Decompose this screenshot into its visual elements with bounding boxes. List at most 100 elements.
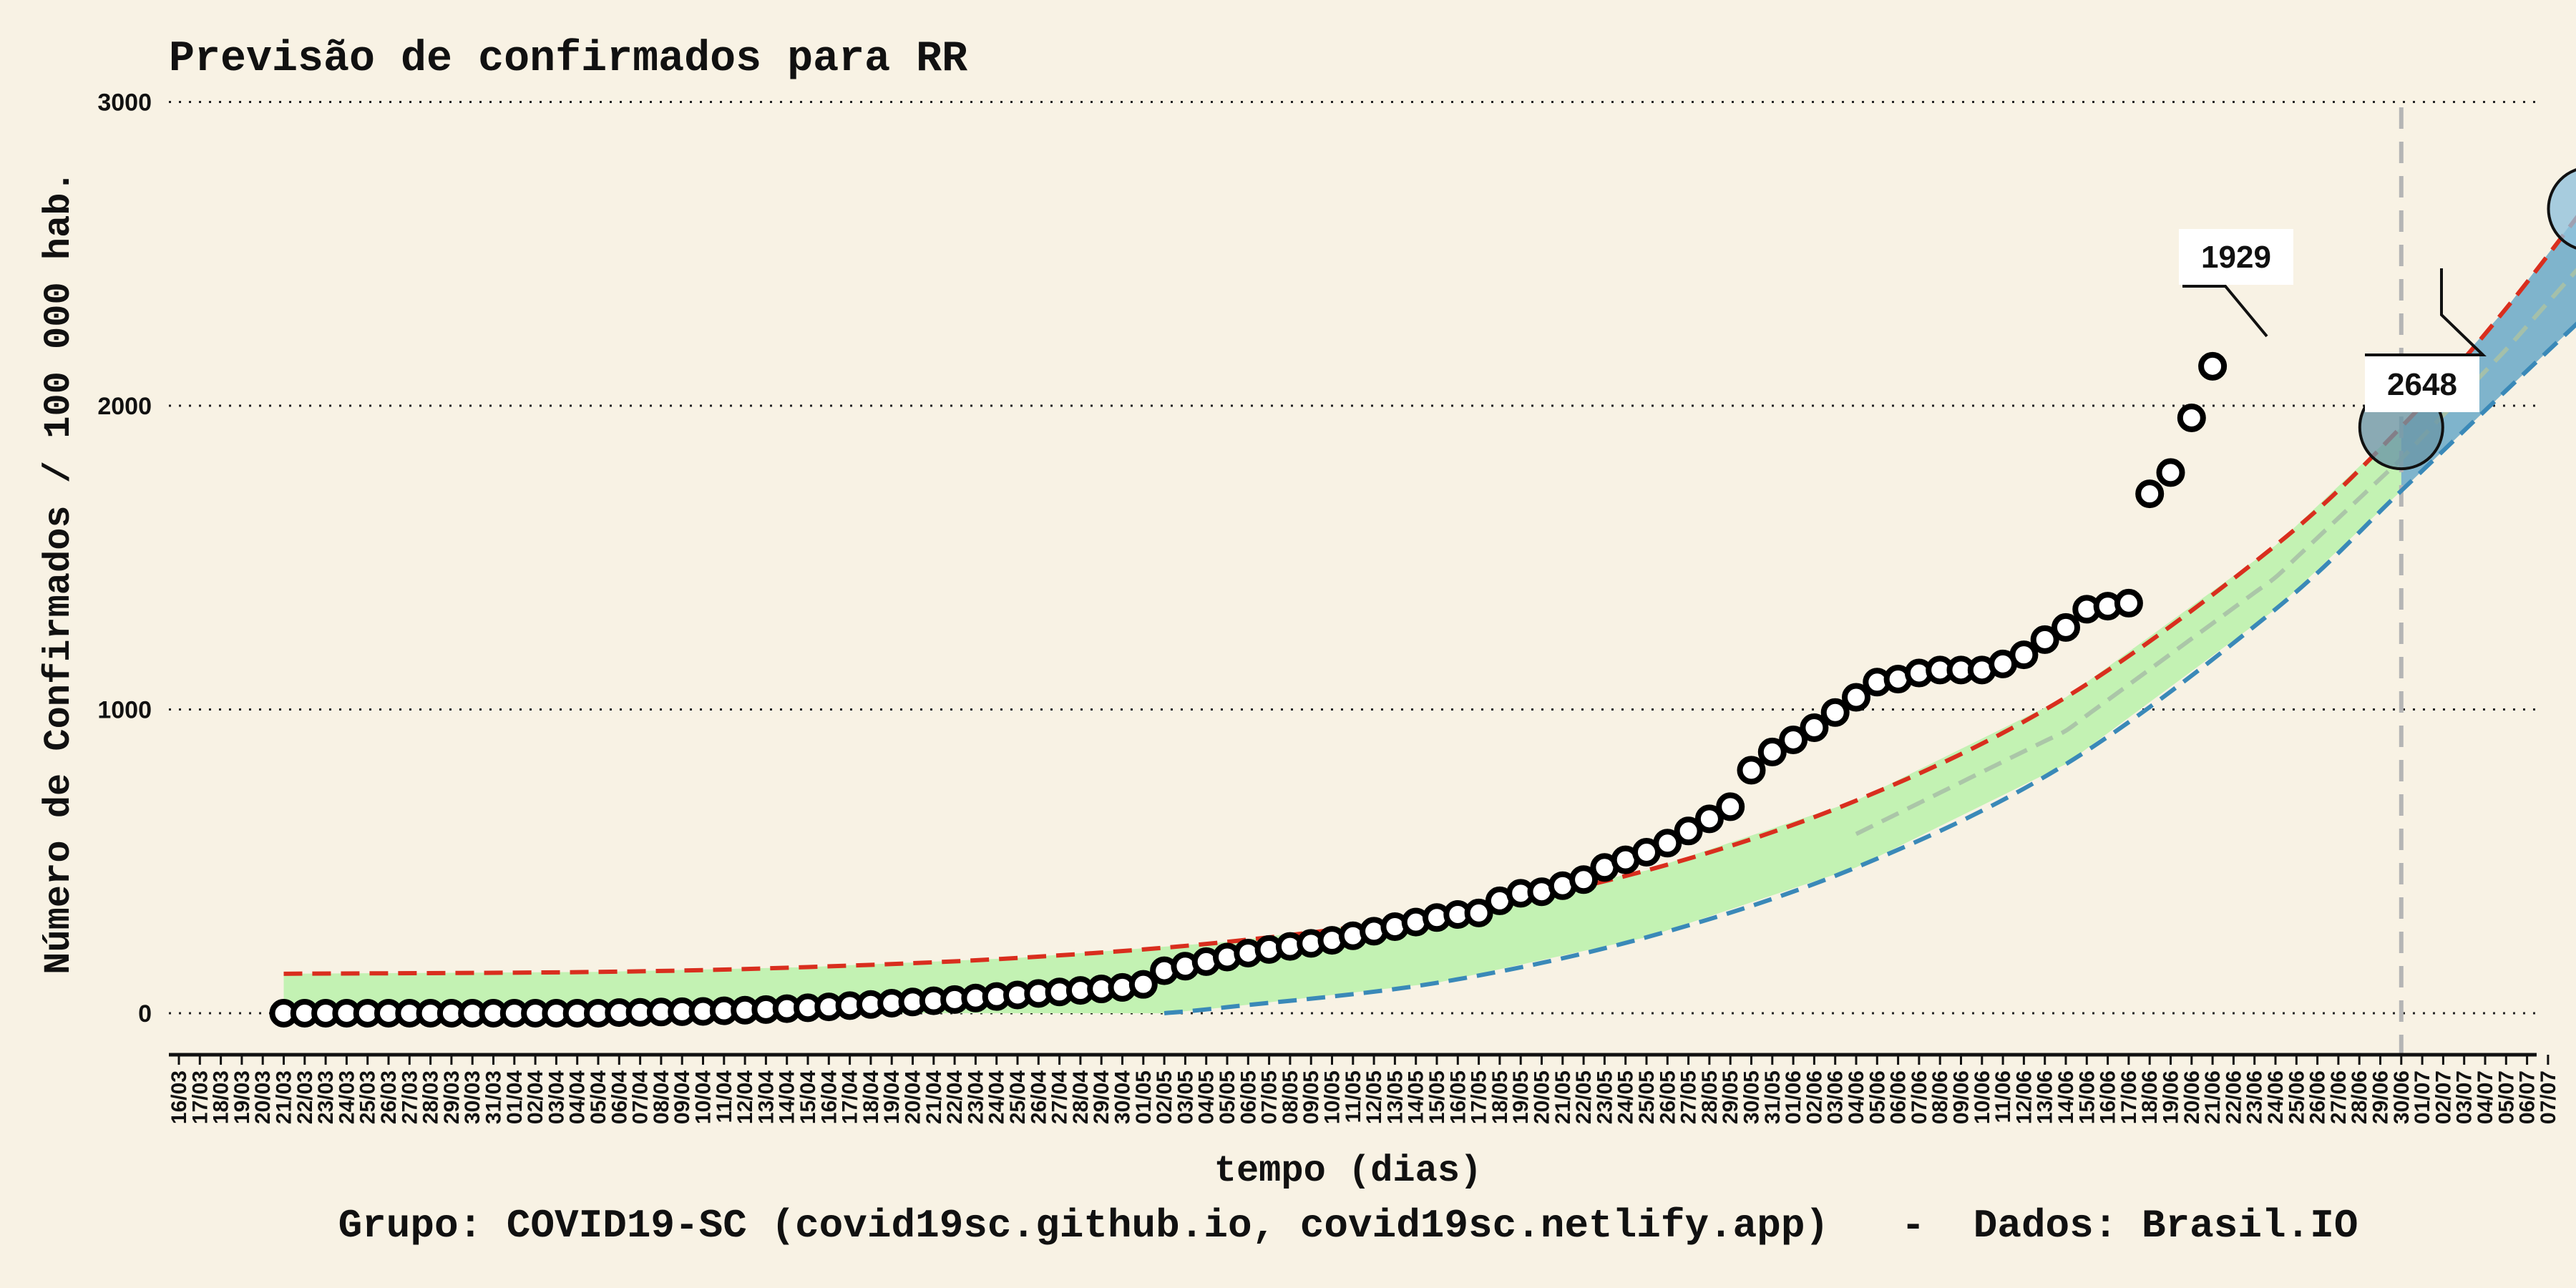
x-tick-label: 20/04	[902, 1070, 925, 1124]
y-tick-label: 0	[138, 1000, 152, 1028]
x-tick-label: 17/05	[1468, 1070, 1491, 1124]
forecast-marker	[2547, 168, 2576, 250]
x-tick-label: 24/04	[985, 1070, 1009, 1124]
x-tick-label: 03/05	[1174, 1070, 1197, 1124]
x-tick-label: 02/04	[524, 1070, 547, 1124]
x-tick-label: 13/05	[1383, 1070, 1407, 1124]
observed-point	[1779, 725, 1808, 754]
x-tick-label: 24/03	[335, 1070, 358, 1124]
y-axis-title: Número de Confirmados / 100 000 hab.	[38, 170, 80, 974]
value-label: 1929	[2201, 240, 2271, 275]
x-tick-label: 26/06	[2306, 1070, 2330, 1124]
observed-point	[1569, 865, 1599, 894]
x-tick-label: 18/05	[1488, 1070, 1512, 1124]
value-label-box	[2179, 229, 2293, 285]
forecast-curves	[283, 215, 2576, 1015]
observed-point	[2177, 403, 2206, 432]
x-tick-label: 17/03	[188, 1070, 212, 1124]
x-tick-label: 19/05	[1509, 1070, 1533, 1124]
observed-point	[1716, 792, 1745, 821]
observed-point	[2009, 640, 2039, 670]
x-tick-label: 06/06	[1887, 1070, 1911, 1124]
x-tick-label: 30/06	[2390, 1070, 2414, 1124]
x-tick-label: 22/04	[943, 1070, 967, 1124]
x-tick-label: 01/04	[503, 1070, 527, 1124]
observed-point	[2114, 588, 2143, 618]
y-tick-label: 1000	[97, 697, 152, 724]
x-tick-label: 26/04	[1027, 1070, 1050, 1124]
x-tick-label: 22/05	[1572, 1070, 1596, 1124]
x-tick-label: 03/04	[545, 1070, 568, 1124]
x-tick-label: 01/07	[2411, 1070, 2434, 1124]
chart-title: Previsão de confirmados para RR	[169, 35, 967, 84]
x-tick-label: 22/03	[293, 1070, 317, 1124]
x-tick-label: 19/06	[2160, 1070, 2183, 1124]
x-tick-label: 11/05	[1342, 1070, 1365, 1123]
x-tick-label: 29/03	[440, 1070, 464, 1124]
x-tick-label: 04/04	[566, 1070, 590, 1124]
x-tick-label: 11/06	[1991, 1070, 2015, 1123]
mean-forecast-line	[1855, 268, 2576, 836]
x-tick-label: 04/06	[1845, 1070, 1868, 1124]
x-tick-label: 29/04	[1090, 1070, 1113, 1124]
chart-caption: Grupo: COVID19-SC (covid19sc.github.io, …	[338, 1203, 2358, 1249]
x-tick-label: 24/06	[2264, 1070, 2288, 1124]
x-tick-label: 10/05	[1321, 1070, 1345, 1124]
x-tick-label: 05/05	[1216, 1070, 1239, 1124]
x-tick-label: 12/04	[733, 1070, 757, 1124]
x-tick-label: 18/04	[859, 1070, 883, 1124]
x-tick-label: 27/03	[398, 1070, 421, 1124]
x-tick-label: 23/05	[1593, 1070, 1616, 1124]
observed-point	[2030, 625, 2059, 654]
forecast-band	[2401, 217, 2576, 491]
x-tick-label: 23/06	[2243, 1070, 2267, 1124]
y-grid	[169, 101, 2537, 1015]
x-tick-label: 15/06	[2075, 1070, 2099, 1124]
x-tick-label: 26/05	[1656, 1070, 1679, 1124]
x-tick-label: 07/06	[1908, 1070, 1931, 1124]
value-label-leader	[2365, 268, 2487, 356]
x-tick-label: 28/06	[2348, 1070, 2371, 1124]
x-tick-label: 18/06	[2138, 1070, 2162, 1124]
x-tick-label: 16/03	[167, 1070, 191, 1124]
x-axis-title: tempo (dias)	[1214, 1150, 1482, 1192]
value-label-box	[2365, 356, 2479, 412]
x-tick-label: 14/04	[776, 1070, 799, 1124]
value-label: 2648	[2387, 367, 2457, 402]
x-tick-label: 10/04	[692, 1070, 716, 1124]
x-tick-label: 07/05	[1258, 1070, 1282, 1124]
lower-forecast-line	[1163, 321, 2576, 1015]
x-tick-label: 25/03	[356, 1070, 380, 1124]
x-tick-label: 02/07	[2431, 1070, 2455, 1124]
x-tick-label: 01/06	[1782, 1070, 1805, 1124]
x-tick-label: 21/03	[273, 1070, 296, 1124]
observed-point	[1464, 898, 1493, 927]
observed-point	[2135, 479, 2165, 509]
x-tick-label: 20/05	[1531, 1070, 1554, 1124]
x-tick-label: 14/05	[1405, 1070, 1428, 1124]
observed-point	[1800, 713, 1829, 742]
x-tick-label: 21/06	[2201, 1070, 2225, 1124]
x-tick-label: 15/04	[796, 1070, 820, 1124]
x-tick-label: 07/07	[2537, 1070, 2560, 1124]
observed-point	[1737, 756, 1766, 785]
y-axis-ticks: 0 1000 2000 3000	[97, 89, 152, 1028]
observed-point	[1674, 816, 1703, 846]
x-tick-label: 20/06	[2180, 1070, 2204, 1124]
x-tick-label: 04/07	[2474, 1070, 2497, 1124]
observed-point	[1653, 829, 1682, 858]
x-tick-label: 08/06	[1928, 1070, 1952, 1124]
x-tick-label: 30/03	[461, 1070, 484, 1124]
x-tick-label: 09/04	[670, 1070, 694, 1124]
x-tick-label: 06/05	[1236, 1070, 1260, 1124]
forecast-vertical-lines	[2399, 107, 2404, 1055]
x-tick-label: 18/03	[210, 1070, 233, 1124]
x-tick-label: 30/04	[1111, 1070, 1135, 1124]
observed-point	[2156, 458, 2185, 487]
x-tick-label: 09/06	[1950, 1070, 1974, 1124]
x-tick-label: 12/06	[2012, 1070, 2036, 1124]
forecast-bands	[283, 217, 2576, 1013]
x-tick-label: 02/06	[1802, 1070, 1826, 1124]
x-tick-label: 15/05	[1425, 1070, 1449, 1124]
